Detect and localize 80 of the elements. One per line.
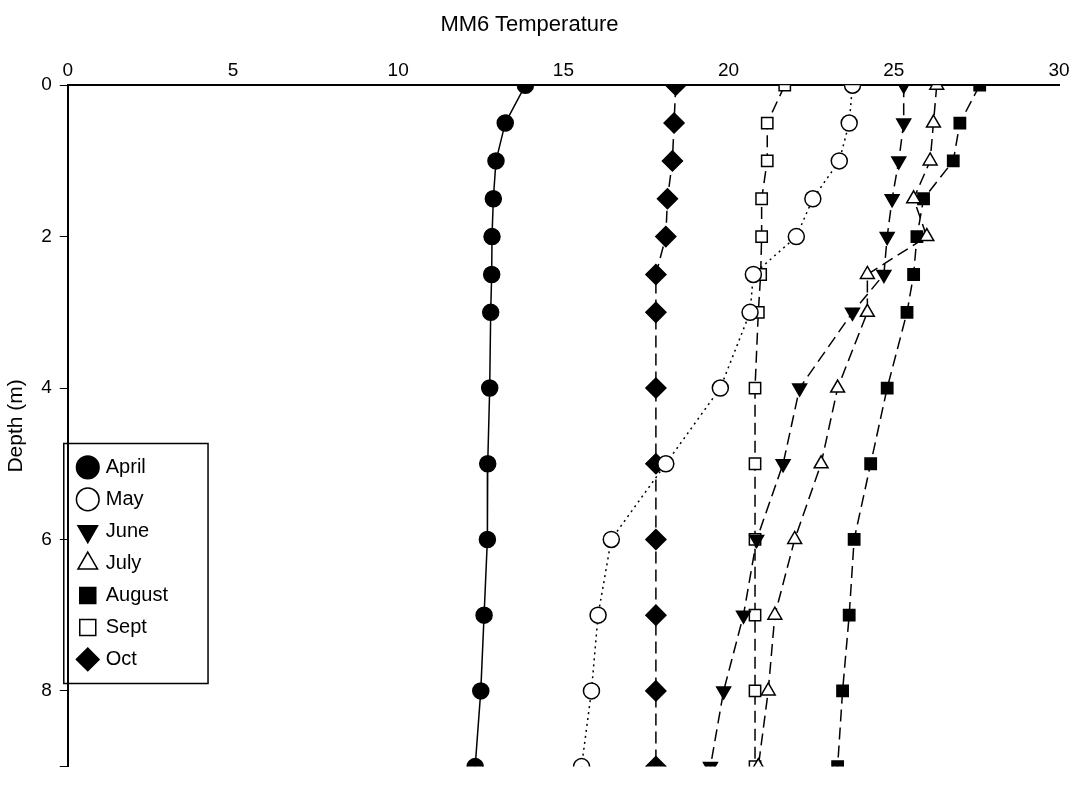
point <box>475 606 493 624</box>
point <box>711 379 730 397</box>
point <box>844 307 861 322</box>
point <box>472 682 490 700</box>
point <box>804 190 822 208</box>
point <box>907 268 921 281</box>
legend-label: Oct <box>105 646 138 669</box>
point <box>481 303 500 322</box>
x-tick-label: 15 <box>552 59 574 81</box>
point <box>582 682 601 700</box>
point <box>645 528 667 551</box>
point <box>645 680 667 702</box>
point <box>879 231 895 246</box>
legend-label: July <box>105 550 142 573</box>
point <box>760 154 774 168</box>
point <box>786 530 803 545</box>
point <box>496 114 514 132</box>
point <box>876 269 892 284</box>
point <box>487 152 505 170</box>
point <box>836 684 849 698</box>
point <box>787 227 806 246</box>
point <box>755 230 769 244</box>
y-tick-label: 2 <box>41 224 52 246</box>
legend-label: June <box>105 518 150 541</box>
point <box>760 116 774 130</box>
point <box>946 154 960 168</box>
x-tick-label: 0 <box>62 59 74 81</box>
point <box>645 604 667 626</box>
point <box>900 305 914 319</box>
point <box>645 263 667 286</box>
point <box>842 608 856 622</box>
point <box>791 383 808 397</box>
y-tick-label: 6 <box>41 527 52 549</box>
legend-label: August <box>105 582 169 605</box>
point <box>482 265 501 284</box>
y-tick-label: 0 <box>41 73 52 95</box>
point <box>896 118 912 132</box>
point <box>480 379 499 397</box>
point <box>478 530 497 549</box>
x-tick-label: 20 <box>718 59 740 81</box>
point <box>880 381 894 395</box>
legend-label: April <box>105 454 146 477</box>
point <box>655 225 677 248</box>
x-tick-label: 10 <box>387 59 409 81</box>
point <box>767 606 783 620</box>
point <box>748 608 762 622</box>
x-tick-label: 5 <box>227 59 239 81</box>
point <box>645 377 667 399</box>
legend-label: May <box>105 486 144 509</box>
point <box>663 112 685 134</box>
x-tick-label: 25 <box>883 59 905 81</box>
point <box>589 606 607 624</box>
point <box>484 190 503 208</box>
y-axis-title: Depth (m) <box>3 379 27 473</box>
point <box>891 156 907 170</box>
point <box>953 116 967 130</box>
point <box>602 530 621 549</box>
point <box>656 188 679 210</box>
point <box>864 457 878 471</box>
point <box>645 301 667 324</box>
y-tick-label: 8 <box>41 679 52 701</box>
point <box>483 227 501 246</box>
point <box>741 303 759 322</box>
point <box>657 455 675 473</box>
x-tick-label: 30 <box>1048 59 1070 81</box>
chart-title: MM6 Temperature <box>440 11 619 37</box>
point <box>847 533 861 546</box>
point <box>661 150 684 172</box>
point <box>840 114 858 132</box>
point <box>813 455 829 469</box>
point <box>755 192 769 206</box>
point <box>748 684 762 698</box>
legend-label: Sept <box>105 614 148 637</box>
point <box>884 194 900 208</box>
point <box>744 265 763 284</box>
point <box>748 457 762 471</box>
point <box>478 455 497 473</box>
point <box>760 682 776 696</box>
y-tick-label: 4 <box>41 376 53 398</box>
point <box>830 152 849 170</box>
